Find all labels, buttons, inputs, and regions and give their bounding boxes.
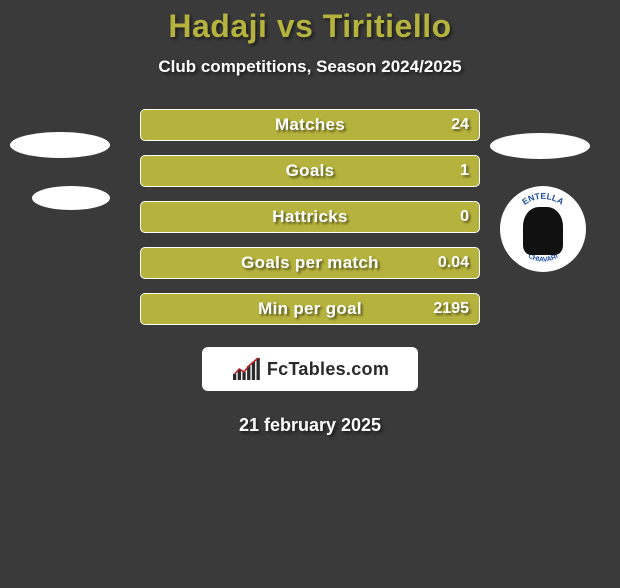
right-ellipse xyxy=(490,133,590,159)
subtitle: Club competitions, Season 2024/2025 xyxy=(0,57,620,77)
left-ellipse-1 xyxy=(10,132,110,158)
left-ellipse-2 xyxy=(32,186,110,210)
club-badge-entella: ENTELLA CHIAVARI xyxy=(500,186,586,272)
stat-bars: Matches 24 Goals 1 Hattricks 0 Goals per match… xyxy=(140,109,480,325)
stat-bar-label: Goals per match xyxy=(241,253,379,273)
fctables-logo: FcTables.com xyxy=(202,347,418,391)
stat-bar-label: Goals xyxy=(286,161,335,181)
stat-bar-label: Matches xyxy=(275,115,345,135)
stat-bar: Goals 1 xyxy=(140,155,480,187)
stat-bar-value: 0.04 xyxy=(438,254,469,272)
logo-text: FcTables.com xyxy=(267,359,389,380)
logo-chart-icon xyxy=(231,356,261,382)
stat-bar: Goals per match 0.04 xyxy=(140,247,480,279)
stat-bar: Matches 24 xyxy=(140,109,480,141)
stat-bar: Hattricks 0 xyxy=(140,201,480,233)
stat-bar-value: 24 xyxy=(451,116,469,134)
page-title: Hadaji vs Tiritiello xyxy=(0,8,620,45)
stat-bar-value: 1 xyxy=(460,162,469,180)
stat-bar-label: Min per goal xyxy=(258,299,362,319)
date-text: 21 february 2025 xyxy=(0,415,620,436)
stat-bar-label: Hattricks xyxy=(272,207,347,227)
stat-bar-value: 2195 xyxy=(433,300,469,318)
badge-arc-text-top: ENTELLA xyxy=(520,191,566,207)
badge-figure xyxy=(523,207,563,255)
stat-bar-value: 0 xyxy=(460,208,469,226)
stat-bar: Min per goal 2195 xyxy=(140,293,480,325)
